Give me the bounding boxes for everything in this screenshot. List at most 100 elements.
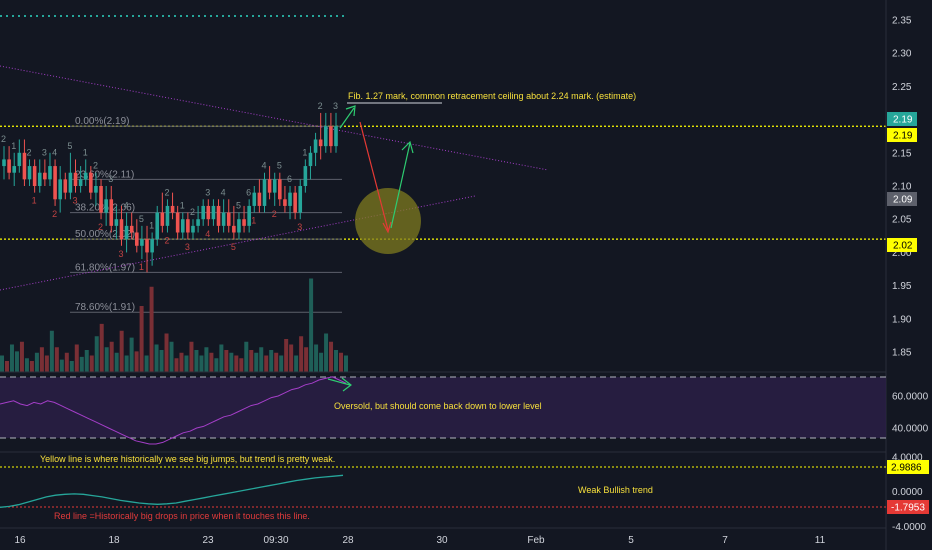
time-axis[interactable]: 16 18 23 09:30 28 30 Feb 5 7 11 — [14, 535, 825, 546]
candle-body[interactable] — [267, 179, 272, 193]
candle-body[interactable] — [32, 166, 37, 186]
candle-body[interactable] — [2, 159, 6, 167]
candle-body[interactable] — [53, 166, 57, 200]
candle-body[interactable] — [252, 192, 257, 206]
candle-body[interactable] — [323, 126, 328, 147]
candle-body[interactable] — [283, 199, 287, 206]
candle-body[interactable] — [43, 172, 47, 180]
candle-body[interactable] — [27, 166, 32, 180]
candle-body[interactable] — [308, 152, 313, 167]
candle-body[interactable] — [129, 225, 134, 233]
volume-bar — [309, 278, 314, 372]
candle-body[interactable] — [17, 152, 22, 167]
candle-body[interactable] — [109, 199, 114, 226]
candle-body[interactable] — [293, 192, 297, 213]
candle-body[interactable] — [78, 179, 83, 186]
candle-body[interactable] — [313, 139, 318, 153]
candle-body[interactable] — [186, 219, 190, 233]
trend-badge — [887, 500, 929, 514]
candle-body[interactable] — [124, 225, 129, 240]
candle-body[interactable] — [272, 179, 277, 193]
candle-body[interactable] — [140, 239, 144, 246]
candle-body[interactable] — [232, 225, 236, 233]
candle-body[interactable] — [114, 219, 119, 226]
time-tick-label: 18 — [108, 535, 120, 546]
candle-body[interactable] — [329, 126, 333, 147]
trend-tick-label: 4.0000 — [892, 453, 923, 464]
volume-bar — [154, 344, 159, 372]
candle-body[interactable] — [242, 219, 246, 226]
volume-bar — [24, 358, 29, 372]
trend-yellow-annotation: Yellow line is where historically we see… — [40, 454, 335, 464]
wave-count-red: 2 — [164, 236, 169, 246]
target-zone-circle[interactable] — [355, 188, 421, 254]
wave-count-green: 5 — [277, 161, 282, 171]
candle-body[interactable] — [94, 186, 98, 193]
candle-body[interactable] — [119, 219, 124, 240]
candle-body[interactable] — [150, 239, 154, 253]
candle-body[interactable] — [226, 212, 231, 226]
candle-body[interactable] — [22, 152, 27, 180]
candle-body[interactable] — [63, 179, 68, 193]
candle-body[interactable] — [58, 179, 62, 200]
candle-body[interactable] — [216, 205, 221, 226]
time-tick-label: 23 — [202, 535, 214, 546]
wave-count-green: 2 — [1, 134, 6, 144]
oscillator-arrow[interactable] — [327, 378, 351, 386]
candle-body[interactable] — [201, 205, 205, 220]
candle-body[interactable] — [37, 172, 42, 186]
candle-body[interactable] — [170, 205, 175, 213]
projection-down-arrow[interactable] — [359, 121, 389, 231]
candle-body[interactable] — [160, 212, 165, 226]
candle-body[interactable] — [206, 205, 211, 220]
candle-body[interactable] — [7, 159, 11, 173]
wave-count-green: 5 — [236, 201, 241, 211]
oscillator-line[interactable] — [0, 376, 347, 445]
wave-count-red: 2 — [272, 209, 277, 219]
candle-body[interactable] — [175, 212, 180, 233]
candle-body[interactable] — [303, 166, 308, 186]
candle-body[interactable] — [135, 232, 139, 246]
candles — [2, 112, 338, 273]
candle-body[interactable] — [196, 219, 200, 226]
trend-indicator-line[interactable] — [0, 474, 344, 508]
candle-body[interactable] — [68, 172, 73, 193]
volume-bar — [44, 355, 49, 372]
candle-body[interactable] — [83, 172, 88, 180]
candle-body[interactable] — [278, 179, 282, 200]
trend-axis[interactable]: 4.0000 0.0000 -4.0000 — [892, 453, 926, 533]
candle-body[interactable] — [191, 225, 195, 233]
volume-bar — [49, 330, 54, 372]
candle-body[interactable] — [247, 205, 251, 226]
candle-body[interactable] — [165, 205, 170, 226]
oscillator-arrowhead — [341, 377, 352, 392]
candle-body[interactable] — [288, 192, 292, 206]
candle-body[interactable] — [262, 179, 267, 206]
candle-body[interactable] — [257, 192, 262, 206]
price-tick-label: 2.05 — [892, 215, 912, 226]
small-up-arrow[interactable] — [339, 107, 355, 129]
volume-bar — [214, 358, 219, 372]
time-tick-label: 11 — [815, 535, 826, 546]
volume-bar — [54, 347, 59, 372]
projection-up-arrow[interactable] — [390, 142, 411, 229]
volume-bar — [99, 323, 104, 372]
candle-body[interactable] — [334, 126, 338, 147]
candle-body[interactable] — [73, 172, 78, 186]
candle-body[interactable] — [99, 186, 103, 213]
candle-body[interactable] — [211, 205, 216, 220]
candle-body[interactable] — [298, 186, 303, 213]
candle-body[interactable] — [48, 166, 52, 180]
candle-body[interactable] — [104, 199, 108, 213]
candle-body[interactable] — [221, 212, 226, 226]
candle-body[interactable] — [180, 219, 185, 233]
candle-body[interactable] — [145, 239, 149, 253]
candle-body[interactable] — [12, 166, 17, 173]
candle-body[interactable] — [89, 172, 93, 193]
candle-body[interactable] — [155, 212, 160, 240]
candle-body[interactable] — [237, 219, 241, 233]
candle-body[interactable] — [318, 139, 323, 147]
oscillator-axis[interactable]: 60.0000 40.0000 — [892, 392, 929, 435]
